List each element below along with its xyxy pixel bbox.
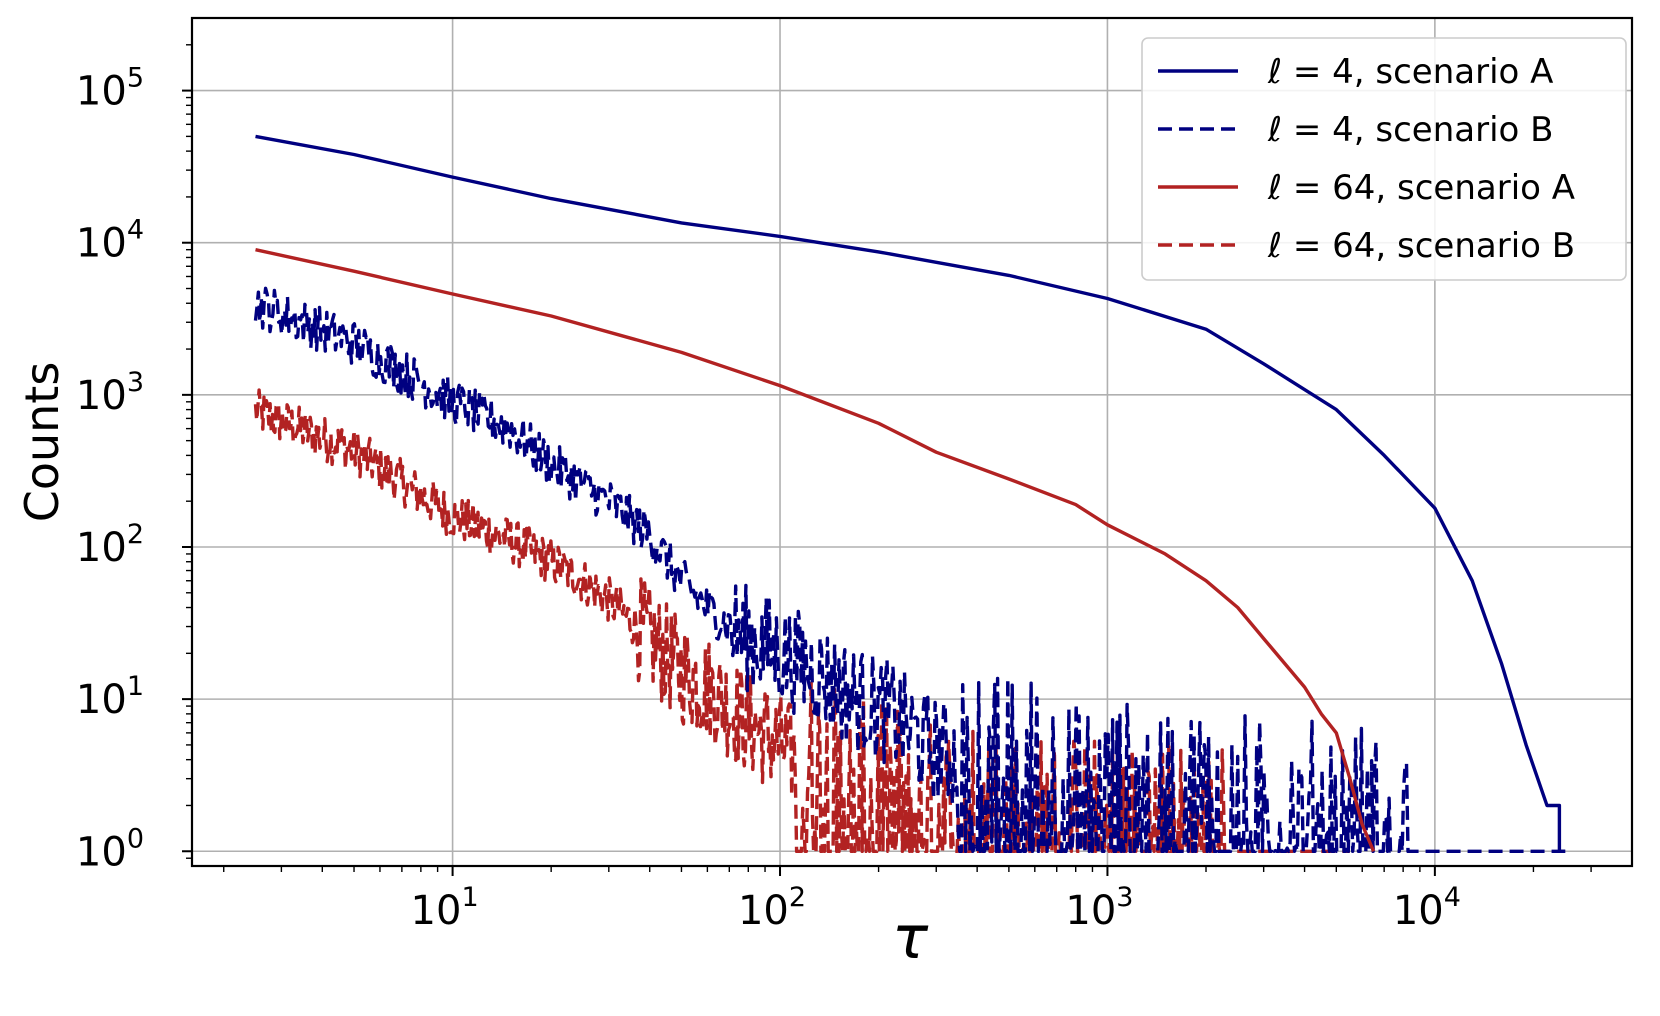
axes-frame [190,16,1634,868]
legend-label-2: ℓ = 64, scenario A [1267,168,1575,208]
y-tick-label: 105 [76,63,144,115]
series-line-0 [255,134,1566,853]
y-tick-label: 101 [76,671,144,723]
legend-label-3: ℓ = 64, scenario B [1267,226,1575,266]
y-axis-label: Counts [15,362,69,523]
x-tick-label: 102 [738,882,806,934]
y-tick-label: 102 [76,519,144,571]
x-tick-label: 101 [411,882,479,934]
legend-label-1: ℓ = 4, scenario B [1267,110,1553,150]
series-line-2 [255,248,1376,852]
legend-box [1141,37,1627,281]
legend: ℓ = 4, scenario A ℓ = 4, scenario B ℓ = 64… [1141,37,1627,281]
x-axis-label: τ [892,903,929,973]
plot-lines [253,134,1566,853]
ticks: 101 102 103 104 100 101 102 103 104 105 [76,44,1592,934]
series-line-3 [253,388,1351,853]
y-tick-label: 104 [76,215,144,267]
y-tick-label: 100 [76,823,144,875]
x-tick-label: 104 [1393,882,1461,934]
y-tick-label: 103 [76,367,144,419]
series-line-1 [253,286,1566,853]
x-tick-label: 103 [1065,882,1133,934]
legend-label-0: ℓ = 4, scenario A [1267,52,1553,92]
